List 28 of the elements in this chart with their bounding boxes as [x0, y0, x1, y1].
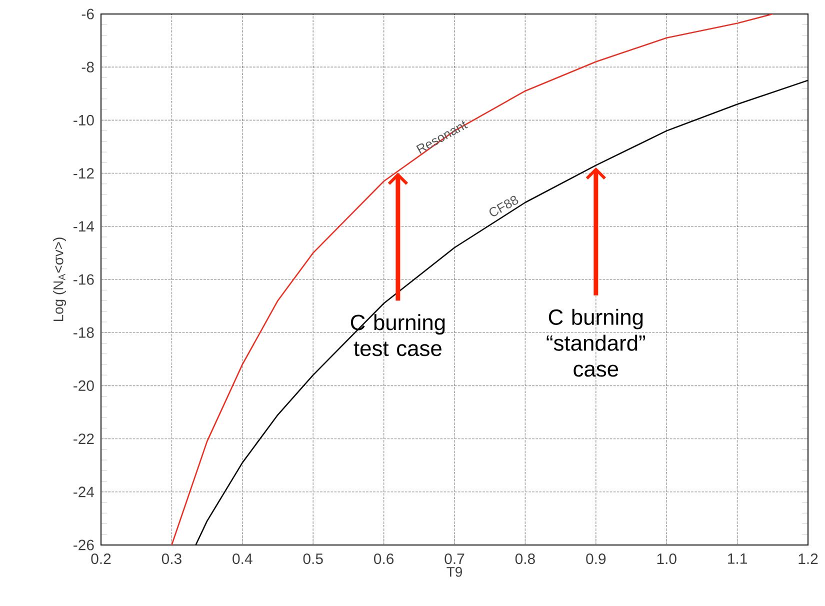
x-tick-label: 1.0 — [657, 554, 676, 564]
x-tick-label: 0.3 — [162, 554, 182, 564]
y-tick-label: -8 — [82, 62, 94, 72]
x-tick-label: 0.5 — [303, 554, 323, 564]
x-axis-title: T9 — [446, 566, 462, 577]
y-tick-label: -14 — [74, 221, 94, 232]
x-tick-label: 0.4 — [232, 554, 252, 564]
y-tick-label: -6 — [82, 8, 94, 20]
x-tick-label: 0.6 — [374, 554, 394, 564]
x-tick-label: 0.8 — [515, 554, 535, 564]
y-tick-label: -20 — [74, 380, 94, 391]
y-tick-label: -24 — [74, 486, 94, 498]
x-tick-label: 1.2 — [798, 554, 818, 564]
y-tick-label: -12 — [74, 168, 94, 178]
x-tick-label: 0.2 — [91, 554, 111, 564]
x-tick-label: 0.7 — [444, 554, 464, 564]
x-tick-label: 1.1 — [728, 554, 747, 564]
annotation: CF88 — [489, 196, 518, 216]
y-tick-label: -10 — [74, 114, 94, 126]
annotation: C burning “standard” case — [546, 308, 646, 377]
y-axis-title: Log (N$_{A}$<σv>) — [53, 238, 66, 322]
y-tick-label: -18 — [74, 327, 94, 338]
x-tick-label: 0.9 — [586, 554, 606, 564]
y-tick-label: -22 — [74, 434, 94, 444]
y-tick-label: -26 — [74, 540, 94, 550]
annotation: C burning test case — [350, 314, 445, 356]
y-tick-label: -16 — [74, 274, 94, 285]
line-series — [171, 14, 774, 545]
